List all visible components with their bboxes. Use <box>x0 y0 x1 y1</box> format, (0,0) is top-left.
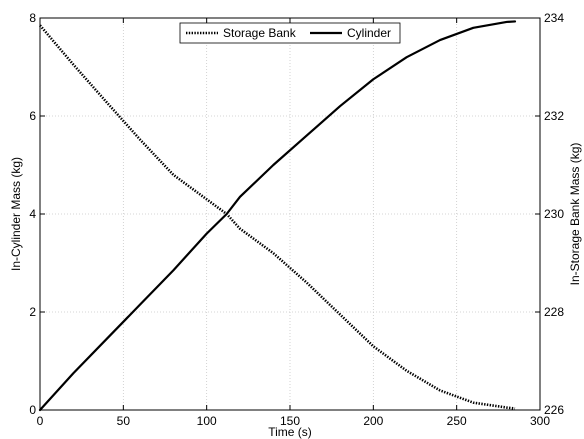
y-right-tick-label: 230 <box>544 207 564 221</box>
x-tick-label: 250 <box>447 414 467 428</box>
x-tick-label: 50 <box>117 414 131 428</box>
y-axis-left-label: In-Cylinder Mass (kg) <box>9 157 23 271</box>
x-tick-label: 200 <box>363 414 383 428</box>
y-right-tick-label: 226 <box>544 403 564 417</box>
ticks: 0 50 100 150 200 250 300 0 2 4 6 8 226 228 230 232 234 <box>29 11 564 428</box>
y-right-tick-label: 228 <box>544 305 564 319</box>
y-left-tick-label: 8 <box>29 11 36 25</box>
y-left-tick-label: 0 <box>29 403 36 417</box>
x-tick-label: 150 <box>280 414 300 428</box>
legend-box <box>179 22 401 44</box>
legend-label-storage-bank: Storage Bank <box>223 26 297 40</box>
series-line-cylinder <box>38 20 517 412</box>
series-line-storage-bank <box>39 24 516 410</box>
x-axis-label: Time (s) <box>268 425 312 439</box>
grid <box>39 17 541 411</box>
legend: Storage Bank Cylinder <box>179 22 401 44</box>
x-tick-label: 300 <box>530 414 550 428</box>
x-tick-label: 0 <box>37 414 44 428</box>
y-right-tick-label: 234 <box>544 11 564 25</box>
series-layer <box>38 20 517 412</box>
y-left-tick-label: 4 <box>29 207 36 221</box>
x-tick-label: 100 <box>197 414 217 428</box>
y-left-tick-label: 6 <box>29 109 36 123</box>
y-right-tick-label: 232 <box>544 109 564 123</box>
y-axis-right-label: In-Storage Bank Mass (kg) <box>568 143 582 286</box>
y-left-tick-label: 2 <box>29 305 36 319</box>
legend-label-cylinder: Cylinder <box>347 26 391 40</box>
